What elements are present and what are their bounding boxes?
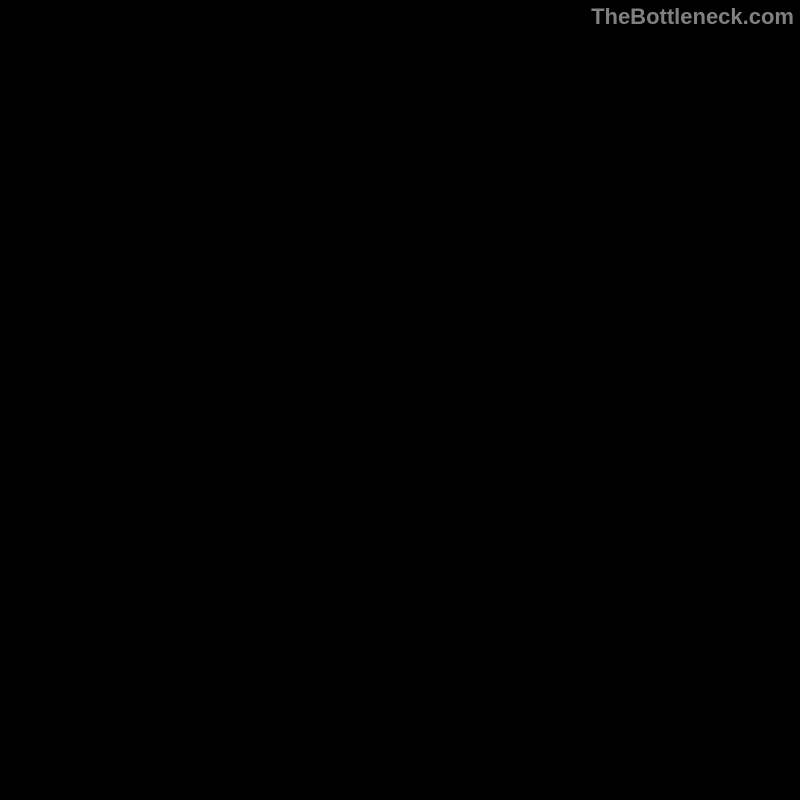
watermark-text: TheBottleneck.com — [591, 4, 794, 30]
stage: TheBottleneck.com — [0, 0, 800, 800]
outer-black-frame — [0, 0, 800, 800]
